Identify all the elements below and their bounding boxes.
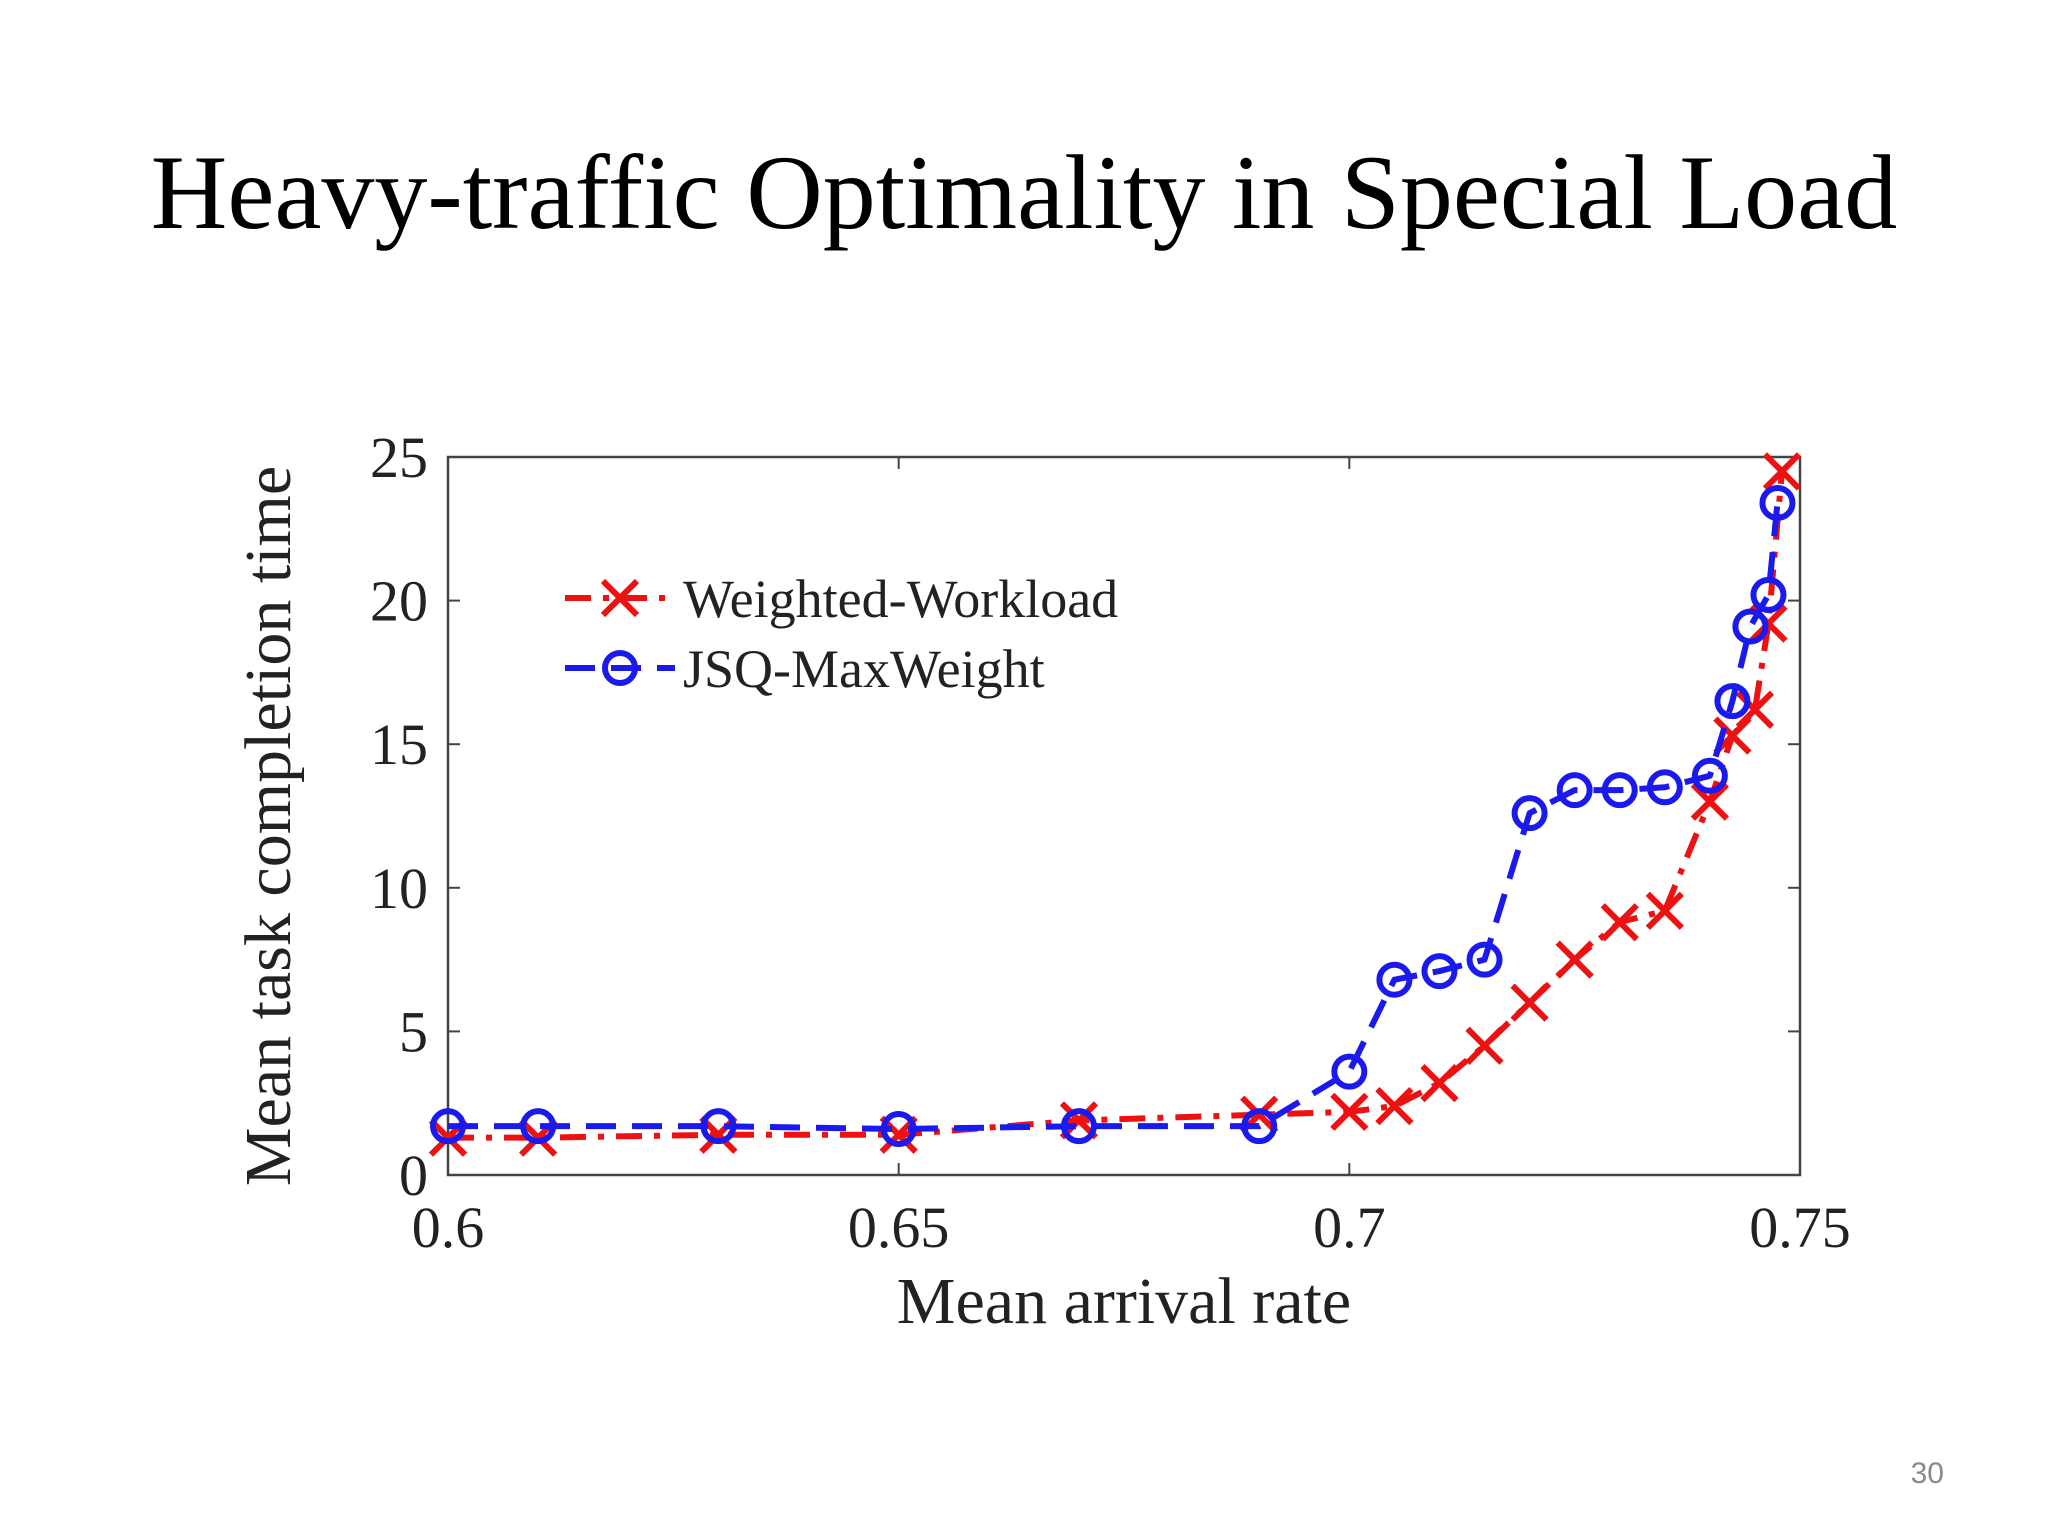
legend-marker [602, 650, 638, 686]
x-axis-label: Mean arrival rate [897, 1265, 1351, 1338]
y-tick-label: 0 [399, 1143, 428, 1208]
legend-label: JSQ-MaxWeight [683, 639, 1045, 699]
x-tick-label: 0.65 [848, 1195, 950, 1260]
series-weighted-workload [428, 452, 1802, 1157]
data-point [1600, 903, 1639, 942]
data-point [880, 1111, 917, 1148]
y-tick-label: 15 [370, 712, 428, 777]
y-tick-label: 5 [399, 999, 428, 1064]
data-point [1421, 953, 1458, 990]
data-point [1714, 683, 1751, 720]
y-axis-label: Mean task completion time [232, 466, 305, 1186]
y-tick-label: 20 [370, 569, 428, 634]
data-point [1465, 1026, 1504, 1065]
data-point [1759, 484, 1796, 521]
data-point [1690, 782, 1729, 821]
axis-ticks: 0.6 0.65 0.7 0.75 0 5 10 15 20 25 [370, 425, 1851, 1260]
data-point [1735, 690, 1775, 729]
data-point [1555, 940, 1594, 979]
legend-marker [600, 578, 640, 618]
x-tick-label: 0.7 [1313, 1195, 1386, 1260]
data-point [1601, 772, 1638, 809]
series-layer [428, 452, 1802, 1157]
legend-label: Weighted-Workload [683, 569, 1118, 629]
slide-title: Heavy-traffic Optimality in Special Load [150, 134, 1898, 251]
data-point [1762, 452, 1802, 491]
data-point [1645, 891, 1684, 930]
series-jsq-maxweight [430, 484, 1796, 1148]
data-point [1646, 769, 1683, 806]
data-point [1750, 576, 1787, 613]
data-point [1691, 757, 1728, 794]
x-tick-label: 0.6 [412, 1195, 485, 1260]
data-point [1732, 608, 1769, 645]
legend: Weighted-Workload JSQ-MaxWeight [565, 569, 1118, 699]
data-point [700, 1108, 737, 1145]
axes-frame [446, 455, 1802, 1177]
data-point [1420, 1063, 1459, 1103]
data-point [1376, 961, 1413, 998]
data-point [1375, 1086, 1414, 1126]
data-point [520, 1108, 557, 1145]
data-point [1466, 941, 1503, 978]
y-tick-label: 25 [370, 425, 428, 490]
data-point [1511, 795, 1548, 832]
series-line [448, 502, 1781, 1133]
data-point [1331, 1053, 1368, 1090]
page-number: 30 [1910, 1457, 1944, 1490]
data-point [1330, 1092, 1369, 1131]
data-point [1556, 772, 1593, 809]
data-point [1241, 1108, 1278, 1145]
data-point [430, 1108, 466, 1145]
data-point [1510, 983, 1549, 1022]
y-tick-label: 10 [370, 856, 428, 921]
x-tick-label: 0.75 [1749, 1195, 1851, 1260]
data-point [1060, 1108, 1097, 1145]
